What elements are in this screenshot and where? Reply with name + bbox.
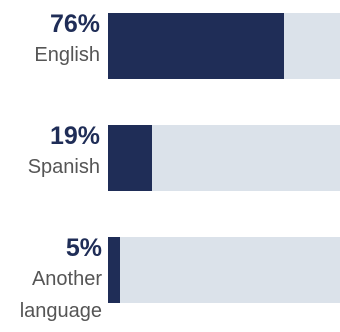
bar-track-another-language (108, 237, 340, 303)
category-label-another-language: Another language (19, 268, 102, 322)
bar-track-spanish (108, 125, 340, 191)
bar-spanish (108, 125, 153, 191)
bar-label-spanish: 19% Spanish (0, 122, 100, 183)
category-label-spanish: Spanish (27, 156, 100, 178)
bar-track-english (108, 13, 340, 79)
bar-label-another-language: 5% Another language (0, 234, 102, 327)
value-label-spanish: 19% (49, 122, 100, 150)
value-label-english: 76% (49, 10, 100, 38)
bar-another-language (108, 237, 120, 303)
category-label-english: English (34, 44, 100, 66)
value-label-another-language: 5% (65, 234, 102, 262)
bar-label-english: 76% English (0, 10, 100, 71)
bar-english (108, 13, 285, 79)
